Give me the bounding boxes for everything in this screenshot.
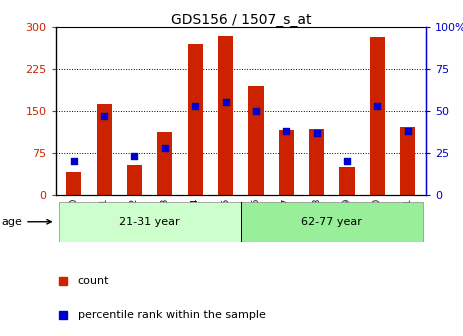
Bar	[97, 104, 112, 195]
Point	[313, 130, 320, 135]
Point	[222, 100, 229, 105]
Text: 62-77 year: 62-77 year	[301, 217, 362, 227]
Point	[282, 128, 290, 134]
Point	[100, 113, 108, 119]
Point	[374, 103, 381, 109]
Bar	[127, 165, 142, 195]
Point	[192, 103, 199, 109]
Point	[344, 159, 351, 164]
Text: age: age	[1, 217, 51, 227]
Bar	[309, 129, 324, 195]
Point	[161, 145, 169, 151]
FancyBboxPatch shape	[241, 202, 423, 242]
Text: count: count	[78, 277, 109, 286]
Bar	[248, 86, 263, 195]
Point	[252, 108, 260, 114]
Bar	[218, 36, 233, 195]
Bar	[339, 167, 355, 195]
Text: percentile rank within the sample: percentile rank within the sample	[78, 310, 266, 320]
Bar	[400, 127, 415, 195]
Bar	[279, 130, 294, 195]
Bar	[157, 132, 172, 195]
Text: GDS156 / 1507_s_at: GDS156 / 1507_s_at	[170, 13, 311, 28]
Point	[70, 159, 77, 164]
Bar	[370, 37, 385, 195]
Point	[404, 128, 412, 134]
Text: 21-31 year: 21-31 year	[119, 217, 180, 227]
Bar	[66, 172, 81, 195]
Bar	[188, 44, 203, 195]
Point	[131, 154, 138, 159]
FancyBboxPatch shape	[59, 202, 241, 242]
